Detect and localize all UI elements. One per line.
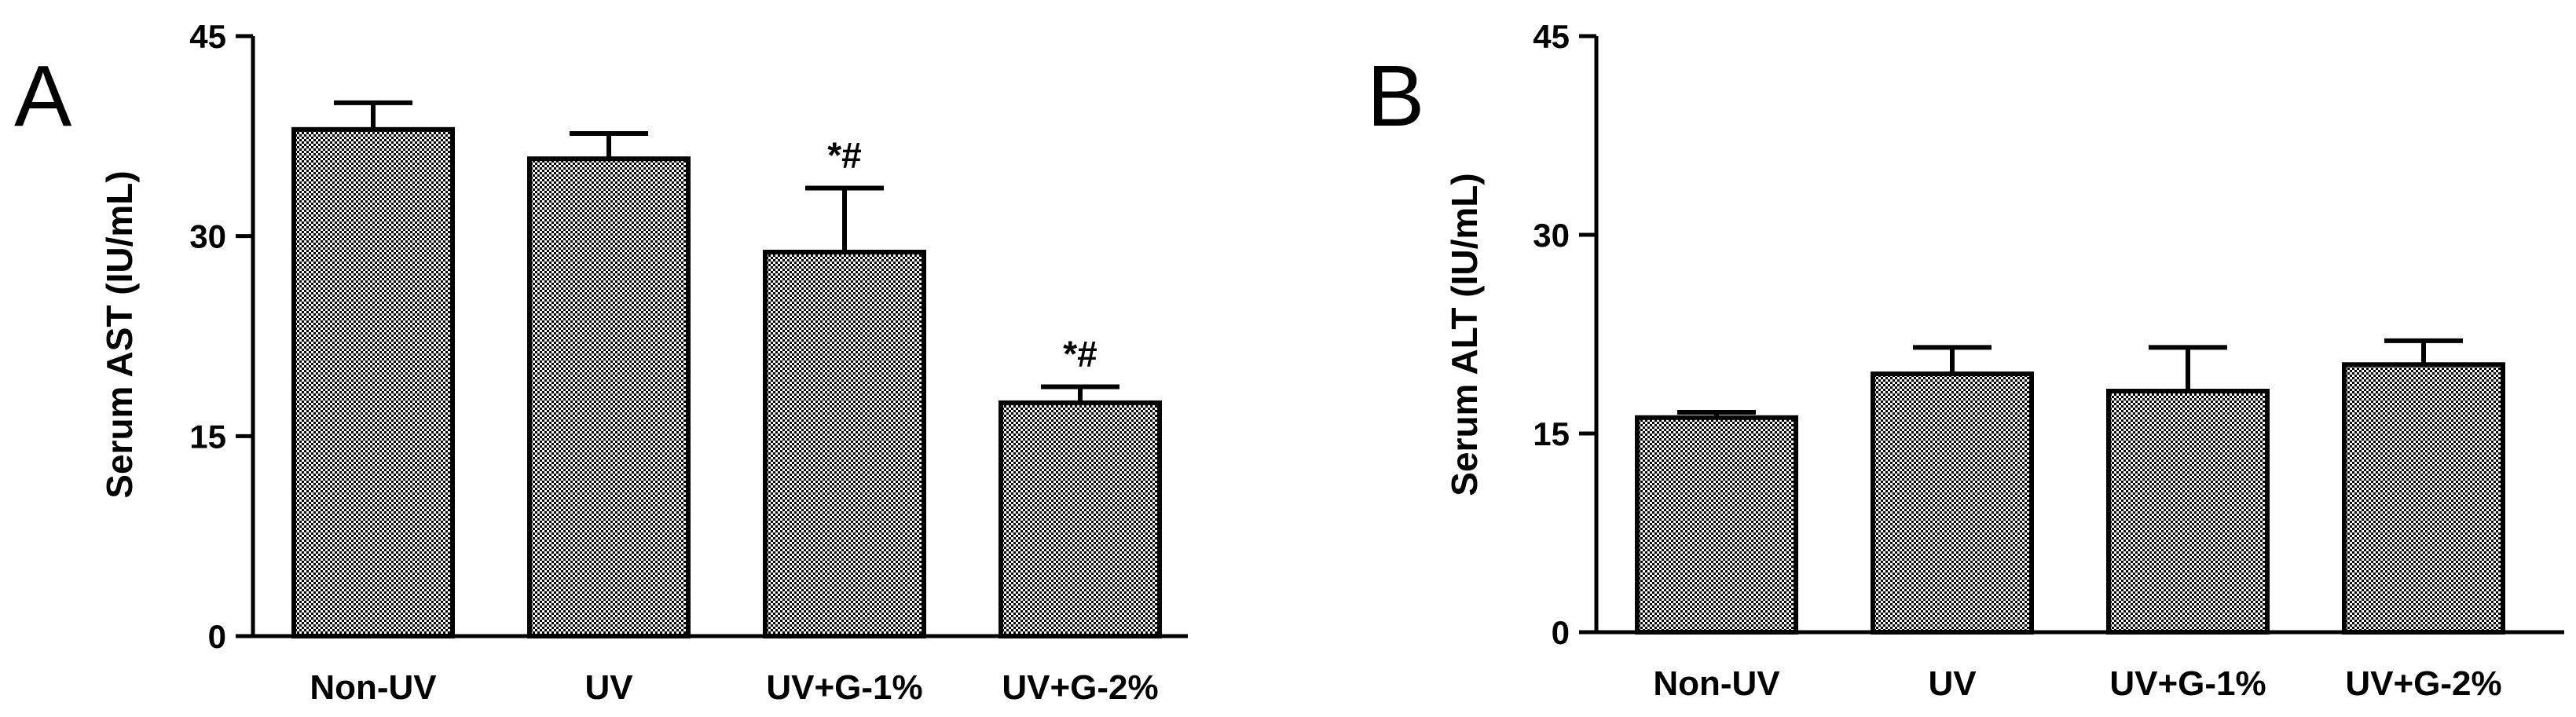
panel-b-bar	[1635, 415, 1798, 635]
panel-a-significance-label: *#	[1063, 334, 1097, 375]
panel-b-y-axis-label: Serum ALT (IU/mL)	[1444, 173, 1485, 496]
panel-a-x-tick-label: Non-UV	[310, 668, 437, 707]
panel-b-bar	[2342, 362, 2505, 635]
panel-b-letter: B	[1367, 48, 1424, 144]
panel-a-x-tick-label: UV+G-2%	[1002, 668, 1158, 707]
panel-a-x-tick-label: UV+G-1%	[766, 668, 922, 707]
panel-b-y-tick-label: 45	[1533, 18, 1570, 55]
panel-a-bar	[999, 400, 1162, 639]
panel-a-y-tick-label: 0	[208, 618, 226, 655]
panel-a-y-tick-label: 45	[189, 18, 226, 55]
panel-b-x-tick-label: UV+G-1%	[2109, 664, 2266, 703]
panel-b-bar	[2106, 389, 2270, 635]
panel-a-y-tick-label: 15	[189, 418, 226, 455]
panel-b-x-tick-label: Non-UV	[1653, 664, 1780, 703]
panel-b-y-tick-label: 30	[1533, 217, 1570, 254]
panel-b-y-tick-label: 0	[1552, 614, 1570, 651]
panel-a-x-tick-label: UV	[584, 668, 633, 707]
panel-a-plot: 0 15 30 45 Non-UV UV *# UV+G-1% *# UV+G-2%	[189, 18, 1188, 707]
panel-b-x-tick-label: UV	[1928, 664, 1977, 703]
panel-a: A Serum AST (IU/mL) 0 15 30 45 Non-UV UV *# UV+…	[14, 18, 1188, 707]
panel-a-bar	[527, 156, 691, 638]
panel-a-y-axis-label: Serum AST (IU/mL)	[99, 170, 140, 498]
panel-b: B Serum ALT (IU/mL) 0 15 30 45 Non-UV UV UV+G-…	[1367, 18, 2564, 703]
panel-b-y-tick-label: 15	[1533, 415, 1570, 452]
panel-a-bar	[291, 126, 455, 639]
panel-b-plot: 0 15 30 45 Non-UV UV UV+G-1% UV+G-2%	[1533, 18, 2564, 703]
panel-b-x-tick-label: UV+G-2%	[2345, 664, 2501, 703]
panel-a-y-tick-label: 30	[189, 218, 226, 255]
panel-b-bar	[1871, 371, 2034, 635]
panel-a-significance-label: *#	[827, 135, 861, 176]
panel-a-letter: A	[14, 48, 72, 144]
panel-a-bar	[763, 250, 926, 638]
